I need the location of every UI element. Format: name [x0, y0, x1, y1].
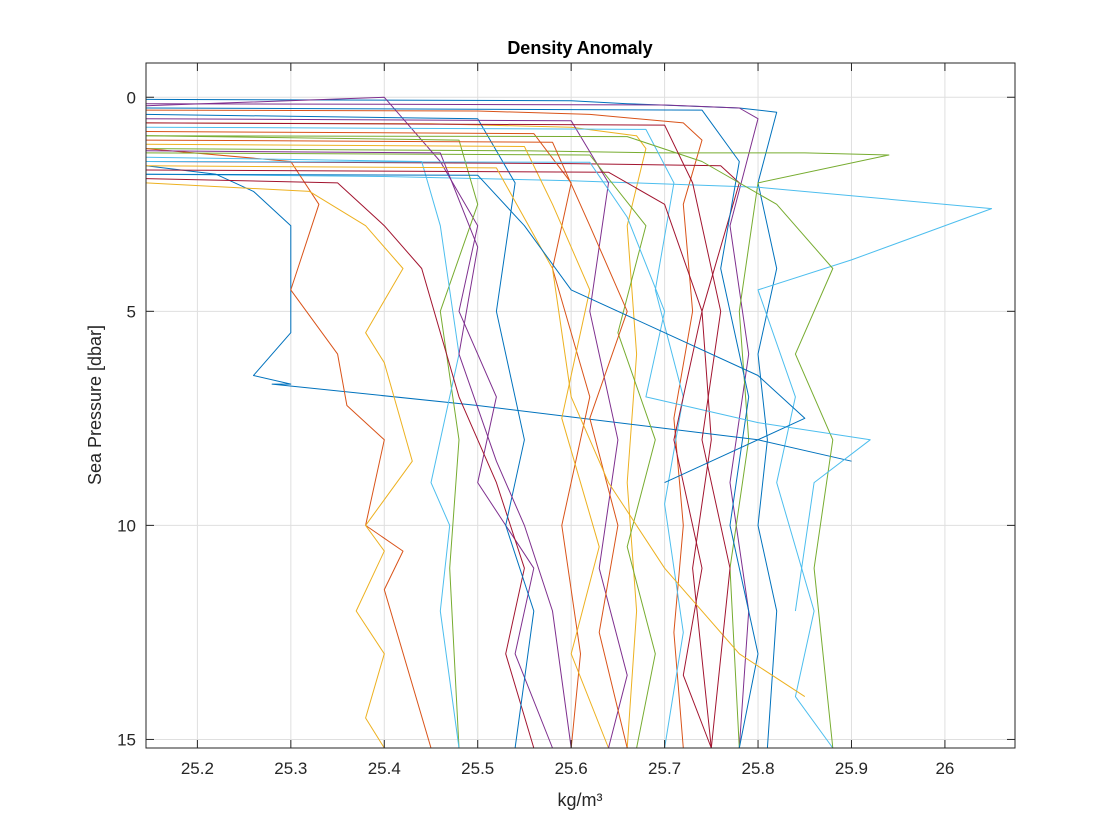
series-line: [145, 148, 432, 749]
x-tick-label: 25.7: [648, 759, 681, 778]
series-line: [145, 143, 609, 749]
series-line: [145, 122, 731, 749]
series-line: [145, 169, 712, 749]
series-line: [145, 178, 535, 749]
y-tick-label: 10: [117, 516, 136, 535]
x-tick-label: 25.6: [555, 759, 588, 778]
x-tick-label: 25.2: [181, 759, 214, 778]
y-tick-label: 15: [117, 730, 136, 749]
x-tick-label: 25.4: [368, 759, 401, 778]
x-axis-title: kg/m³: [558, 790, 603, 810]
chart-title: Density Anomaly: [507, 38, 652, 58]
x-tick-label: 25.3: [274, 759, 307, 778]
series-line: [145, 122, 647, 749]
y-axis-ticks: 0 5 10 15: [117, 88, 1015, 749]
series-line: [145, 156, 460, 749]
series-line: [145, 135, 834, 749]
y-tick-label: 5: [127, 302, 136, 321]
series-line: [145, 113, 535, 749]
series-line: [145, 98, 778, 749]
plot-frame: [145, 62, 1016, 749]
x-tick-label: 25.5: [461, 759, 494, 778]
series-line: [145, 148, 890, 749]
series-line: [145, 161, 740, 749]
series-line: [145, 152, 656, 749]
series-line: [145, 96, 553, 749]
series-line: [145, 150, 572, 749]
series-line: [145, 103, 759, 749]
x-tick-label: 26: [935, 759, 954, 778]
plot-background: [146, 63, 1015, 748]
series-line: [145, 135, 479, 749]
x-tick-label: 25.9: [835, 759, 868, 778]
series-line: [145, 165, 852, 462]
x-axis-ticks: 25.2 25.3 25.4 25.5 25.6 25.7 25.8 25.9 26: [181, 63, 954, 778]
series-line: [145, 118, 628, 749]
series-line: [145, 173, 806, 484]
series-line: [145, 182, 413, 749]
y-axis-title: Sea Pressure [dbar]: [85, 325, 105, 485]
series-line: [145, 173, 993, 749]
series-line: [145, 126, 684, 749]
y-tick-label: 0: [127, 88, 136, 107]
series-line: [145, 165, 806, 698]
series-line: [145, 161, 871, 612]
series-line: [145, 109, 703, 749]
series-layer: [145, 96, 993, 749]
series-line: [145, 139, 628, 749]
series-line: [145, 107, 759, 749]
x-tick-label: 25.8: [741, 759, 774, 778]
